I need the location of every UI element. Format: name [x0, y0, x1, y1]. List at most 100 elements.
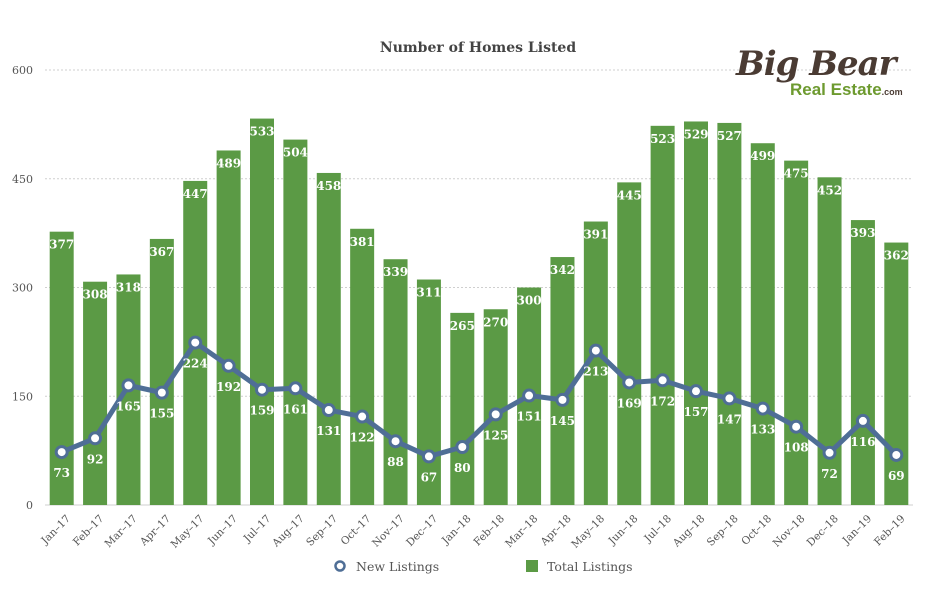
bar-value-label: 447 — [183, 187, 208, 201]
bar-value-label: 311 — [416, 286, 441, 300]
bar-value-label: 339 — [383, 265, 408, 279]
bar-total-listings — [750, 143, 775, 505]
point-new-listings — [121, 378, 136, 393]
point-new-listings — [221, 358, 236, 373]
y-tick-label: 600 — [12, 64, 33, 77]
x-tick-label: Jan–19 — [840, 513, 875, 548]
bar-value-label: 504 — [283, 146, 308, 160]
point-new-listings — [154, 385, 169, 400]
logo-line2-wrap: Real Estate.com — [790, 80, 903, 100]
line-series: 73 92 165 155 224 192 159 161 131 122 88 67 80 125 151… — [53, 335, 905, 484]
y-tick-label: 300 — [12, 282, 33, 295]
x-tick-label: Sep–17 — [304, 513, 340, 549]
point-value-label: 122 — [350, 431, 375, 445]
legend-marker-new-listings — [334, 560, 346, 572]
x-tick-label: Oct–17 — [339, 513, 374, 548]
bar-total-listings — [149, 238, 174, 506]
x-tick-label: Jan–17 — [38, 513, 73, 548]
chart-title: Number of Homes Listed — [380, 40, 576, 56]
bar-series: 377 308 318 367 447 489 533 504 458 381 339 311 265 2… — [49, 118, 909, 506]
x-tick-label: Feb–17 — [71, 513, 107, 549]
point-value-label: 92 — [87, 452, 104, 466]
bar-value-label: 265 — [450, 319, 475, 333]
point-value-label: 224 — [183, 357, 208, 371]
logo-suffix: .com — [881, 87, 903, 97]
bar-value-label: 362 — [884, 249, 909, 263]
x-tick-label: Jul–18 — [641, 513, 673, 545]
legend-label-total-listings: Total Listings — [547, 559, 633, 574]
point-value-label: 67 — [421, 470, 438, 484]
point-new-listings — [522, 388, 537, 403]
logo-line2: Real Estate — [790, 80, 882, 99]
bar-value-label: 270 — [483, 315, 508, 329]
point-new-listings — [288, 381, 303, 396]
point-new-listings — [388, 434, 403, 449]
point-value-label: 131 — [316, 424, 341, 438]
bar-total-listings — [650, 125, 675, 505]
y-tick-label: 0 — [26, 499, 33, 512]
bar-value-label: 308 — [83, 288, 108, 302]
point-new-listings — [321, 403, 336, 418]
point-new-listings — [88, 431, 103, 446]
point-new-listings — [355, 409, 370, 424]
y-tick-label: 450 — [12, 173, 33, 186]
x-tick-label: Jan–18 — [439, 513, 474, 548]
legend-marker-total-listings — [526, 560, 538, 572]
x-tick-label: Sep–18 — [705, 513, 741, 549]
legend-label-new-listings: New Listings — [356, 559, 439, 574]
x-tick-label: Mar–18 — [503, 513, 540, 550]
bar-total-listings — [216, 150, 241, 505]
bar-total-listings — [83, 281, 108, 505]
x-tick-label: Jul–17 — [241, 513, 273, 545]
point-new-listings — [255, 382, 269, 397]
bar-total-listings — [550, 257, 575, 505]
legend-item-new-listings[interactable]: New Listings — [334, 559, 440, 574]
point-new-listings — [54, 445, 69, 460]
bar-total-listings — [450, 312, 475, 505]
y-axis-ticks: 0 150 300 450 600 — [12, 64, 33, 512]
point-new-listings — [421, 449, 436, 464]
legend-item-total-listings[interactable]: Total Listings — [526, 559, 633, 574]
point-value-label: 159 — [249, 404, 274, 418]
point-new-listings — [689, 384, 703, 399]
bar-value-label: 489 — [216, 156, 241, 170]
bar-total-listings — [283, 139, 308, 505]
point-value-label: 88 — [387, 455, 404, 469]
point-value-label: 213 — [583, 365, 608, 379]
point-value-label: 155 — [149, 407, 174, 421]
x-tick-label: Mar–17 — [103, 513, 140, 550]
x-tick-label: Nov–17 — [370, 513, 407, 550]
y-tick-label: 150 — [12, 390, 33, 403]
bar-value-label: 318 — [116, 280, 141, 294]
bar-total-listings — [684, 121, 708, 505]
bar-value-label: 458 — [316, 179, 341, 193]
bar-total-listings — [784, 160, 809, 505]
point-value-label: 172 — [650, 394, 675, 408]
point-new-listings — [188, 335, 203, 350]
point-value-label: 116 — [850, 435, 875, 449]
bar-value-label: 342 — [550, 263, 575, 277]
legend: New Listings Total Listings — [334, 559, 633, 574]
bar-value-label: 533 — [249, 125, 274, 139]
x-tick-label: Aug–18 — [670, 513, 707, 550]
point-value-label: 80 — [454, 461, 471, 475]
bar-total-listings — [850, 220, 875, 505]
point-new-listings — [889, 447, 904, 462]
bar-total-listings — [617, 182, 642, 505]
bar-total-listings — [316, 172, 341, 505]
bar-total-listings — [416, 279, 441, 505]
point-value-label: 151 — [517, 410, 542, 424]
point-value-label: 108 — [784, 441, 809, 455]
x-tick-label: Jun–17 — [205, 513, 240, 548]
point-value-label: 73 — [53, 466, 70, 480]
bar-total-listings — [49, 231, 74, 506]
x-tick-label: Apr–18 — [538, 513, 574, 549]
x-tick-label: Nov–18 — [771, 513, 808, 550]
x-tick-label: Feb–18 — [471, 513, 507, 549]
point-new-listings — [822, 445, 837, 460]
point-new-listings — [855, 413, 870, 428]
point-new-listings — [588, 343, 603, 358]
bar-total-listings — [250, 118, 274, 505]
